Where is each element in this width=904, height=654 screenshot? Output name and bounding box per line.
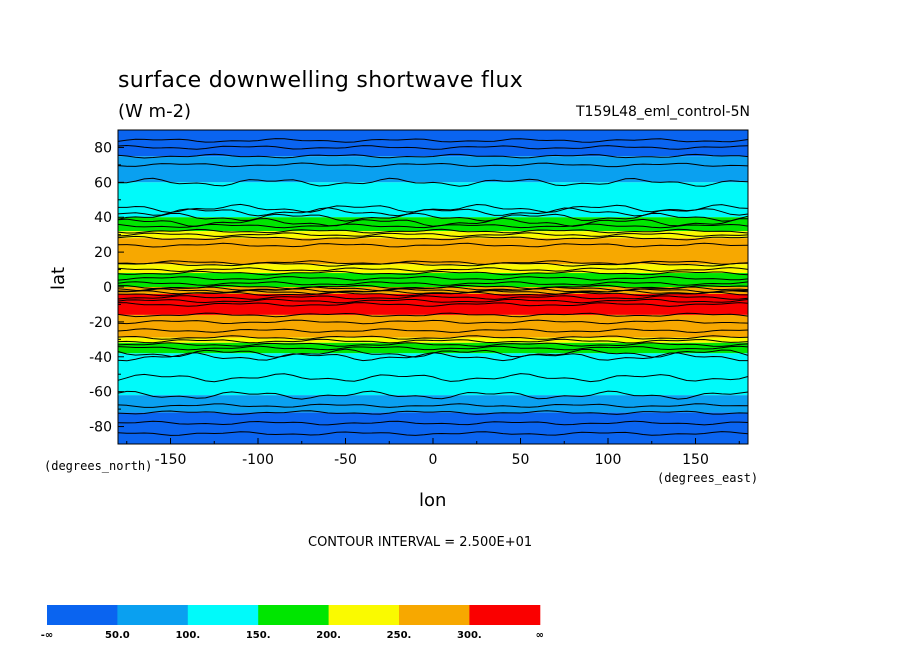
heatmap-band-0 [118, 130, 748, 157]
contour-line-30 [117, 328, 749, 334]
x-tick-label: 50 [512, 452, 530, 468]
colorbar-swatch-2 [187, 605, 259, 625]
heatmap-band-1 [118, 156, 748, 183]
contour-line-19 [117, 281, 749, 286]
heatmap-band-12 [118, 342, 748, 354]
contour-line-25 [117, 295, 749, 300]
heatmap-band-10 [118, 314, 748, 338]
contour-line-26 [117, 298, 749, 304]
colorbar-label: 200. [316, 630, 341, 641]
contour-line-15 [117, 261, 749, 267]
contour-line-34 [117, 345, 749, 351]
x-tick-label: 100 [595, 452, 622, 468]
heatmap-band-4 [118, 231, 748, 239]
x-tick-label: -150 [155, 452, 187, 468]
contour-line-9 [117, 223, 749, 229]
y-tick-label: 40 [94, 210, 112, 226]
contour-line-1 [117, 144, 749, 150]
y-axis-units: (degrees_north) [44, 459, 153, 473]
colorbar-label: 300. [457, 630, 482, 641]
contour-line-38 [117, 390, 749, 400]
y-tick-label: 20 [94, 245, 112, 261]
y-tick-label: -40 [89, 350, 112, 366]
chart-units: (W m-2) [118, 101, 192, 122]
colorbar-label: -∞ [41, 630, 53, 641]
colorbar-swatch-4 [328, 605, 400, 625]
contour-line-17 [117, 270, 749, 276]
contour-line-3 [117, 162, 749, 168]
colorbar-label: 100. [175, 630, 200, 641]
x-axis-label: lon [419, 490, 447, 511]
contour-line-36 [117, 352, 748, 362]
heatmap-band-2 [118, 182, 748, 218]
heatmap-band-5 [118, 238, 748, 265]
heatmap-band-14 [118, 395, 748, 413]
x-tick-label: 150 [682, 452, 709, 468]
contour-line-12 [117, 235, 749, 241]
contour-line-32 [117, 338, 749, 344]
colorbar-swatch-3 [258, 605, 330, 625]
contour-line-22 [117, 288, 749, 293]
contour-line-40 [117, 410, 749, 415]
colorbar-swatch-6 [469, 605, 541, 625]
contour-line-2 [117, 153, 749, 159]
contour-line-16 [117, 267, 749, 273]
contour-line-10 [117, 228, 749, 234]
y-tick-label: -80 [89, 420, 112, 436]
y-tick-label: 80 [94, 140, 112, 156]
contour-line-0 [117, 138, 749, 143]
contour-line-42 [117, 431, 749, 436]
contour-line-31 [117, 335, 749, 340]
heatmap-band-6 [118, 264, 748, 274]
y-tick-label: -60 [89, 385, 112, 401]
x-tick-label: -100 [242, 452, 274, 468]
contour-line-11 [117, 232, 749, 238]
colorbar-label: 250. [387, 630, 412, 641]
colorbar-label: 50.0 [105, 630, 130, 641]
y-tick-label: 60 [94, 175, 112, 191]
contour-line-41 [117, 420, 749, 426]
contour-line-27 [117, 302, 749, 307]
contour-line-7 [117, 212, 749, 222]
colorbar-swatch-0 [47, 605, 118, 625]
contour-line-28 [117, 312, 749, 318]
x-tick-label: -50 [334, 452, 357, 468]
colorbar-label: ∞ [536, 630, 544, 641]
colorbar-label: 150. [246, 630, 271, 641]
contour-interval: CONTOUR INTERVAL = 2.500E+01 [308, 535, 533, 550]
contour-line-33 [117, 342, 749, 347]
chart-title: surface downwelling shortwave flux [118, 68, 524, 93]
contour-line-37 [117, 373, 749, 383]
contour-line-39 [117, 403, 749, 408]
run-label: T159L48_eml_control-5N [576, 104, 750, 120]
contour-line-29 [117, 319, 749, 325]
colorbar-swatch-1 [117, 605, 189, 625]
contour-line-24 [117, 291, 749, 297]
x-axis-units: (degrees_east) [657, 471, 759, 485]
contour-line-18 [117, 275, 749, 281]
heatmap-band-7 [118, 273, 748, 287]
x-tick-label: 0 [429, 452, 438, 468]
contour-line-4 [118, 177, 749, 187]
heatmap-band-13 [118, 353, 748, 396]
colorbar-swatch-5 [399, 605, 470, 625]
y-tick-label: 0 [103, 280, 112, 296]
contour-line-13 [117, 242, 749, 248]
y-tick-label: -20 [89, 315, 112, 331]
contour-line-5 [118, 203, 749, 214]
